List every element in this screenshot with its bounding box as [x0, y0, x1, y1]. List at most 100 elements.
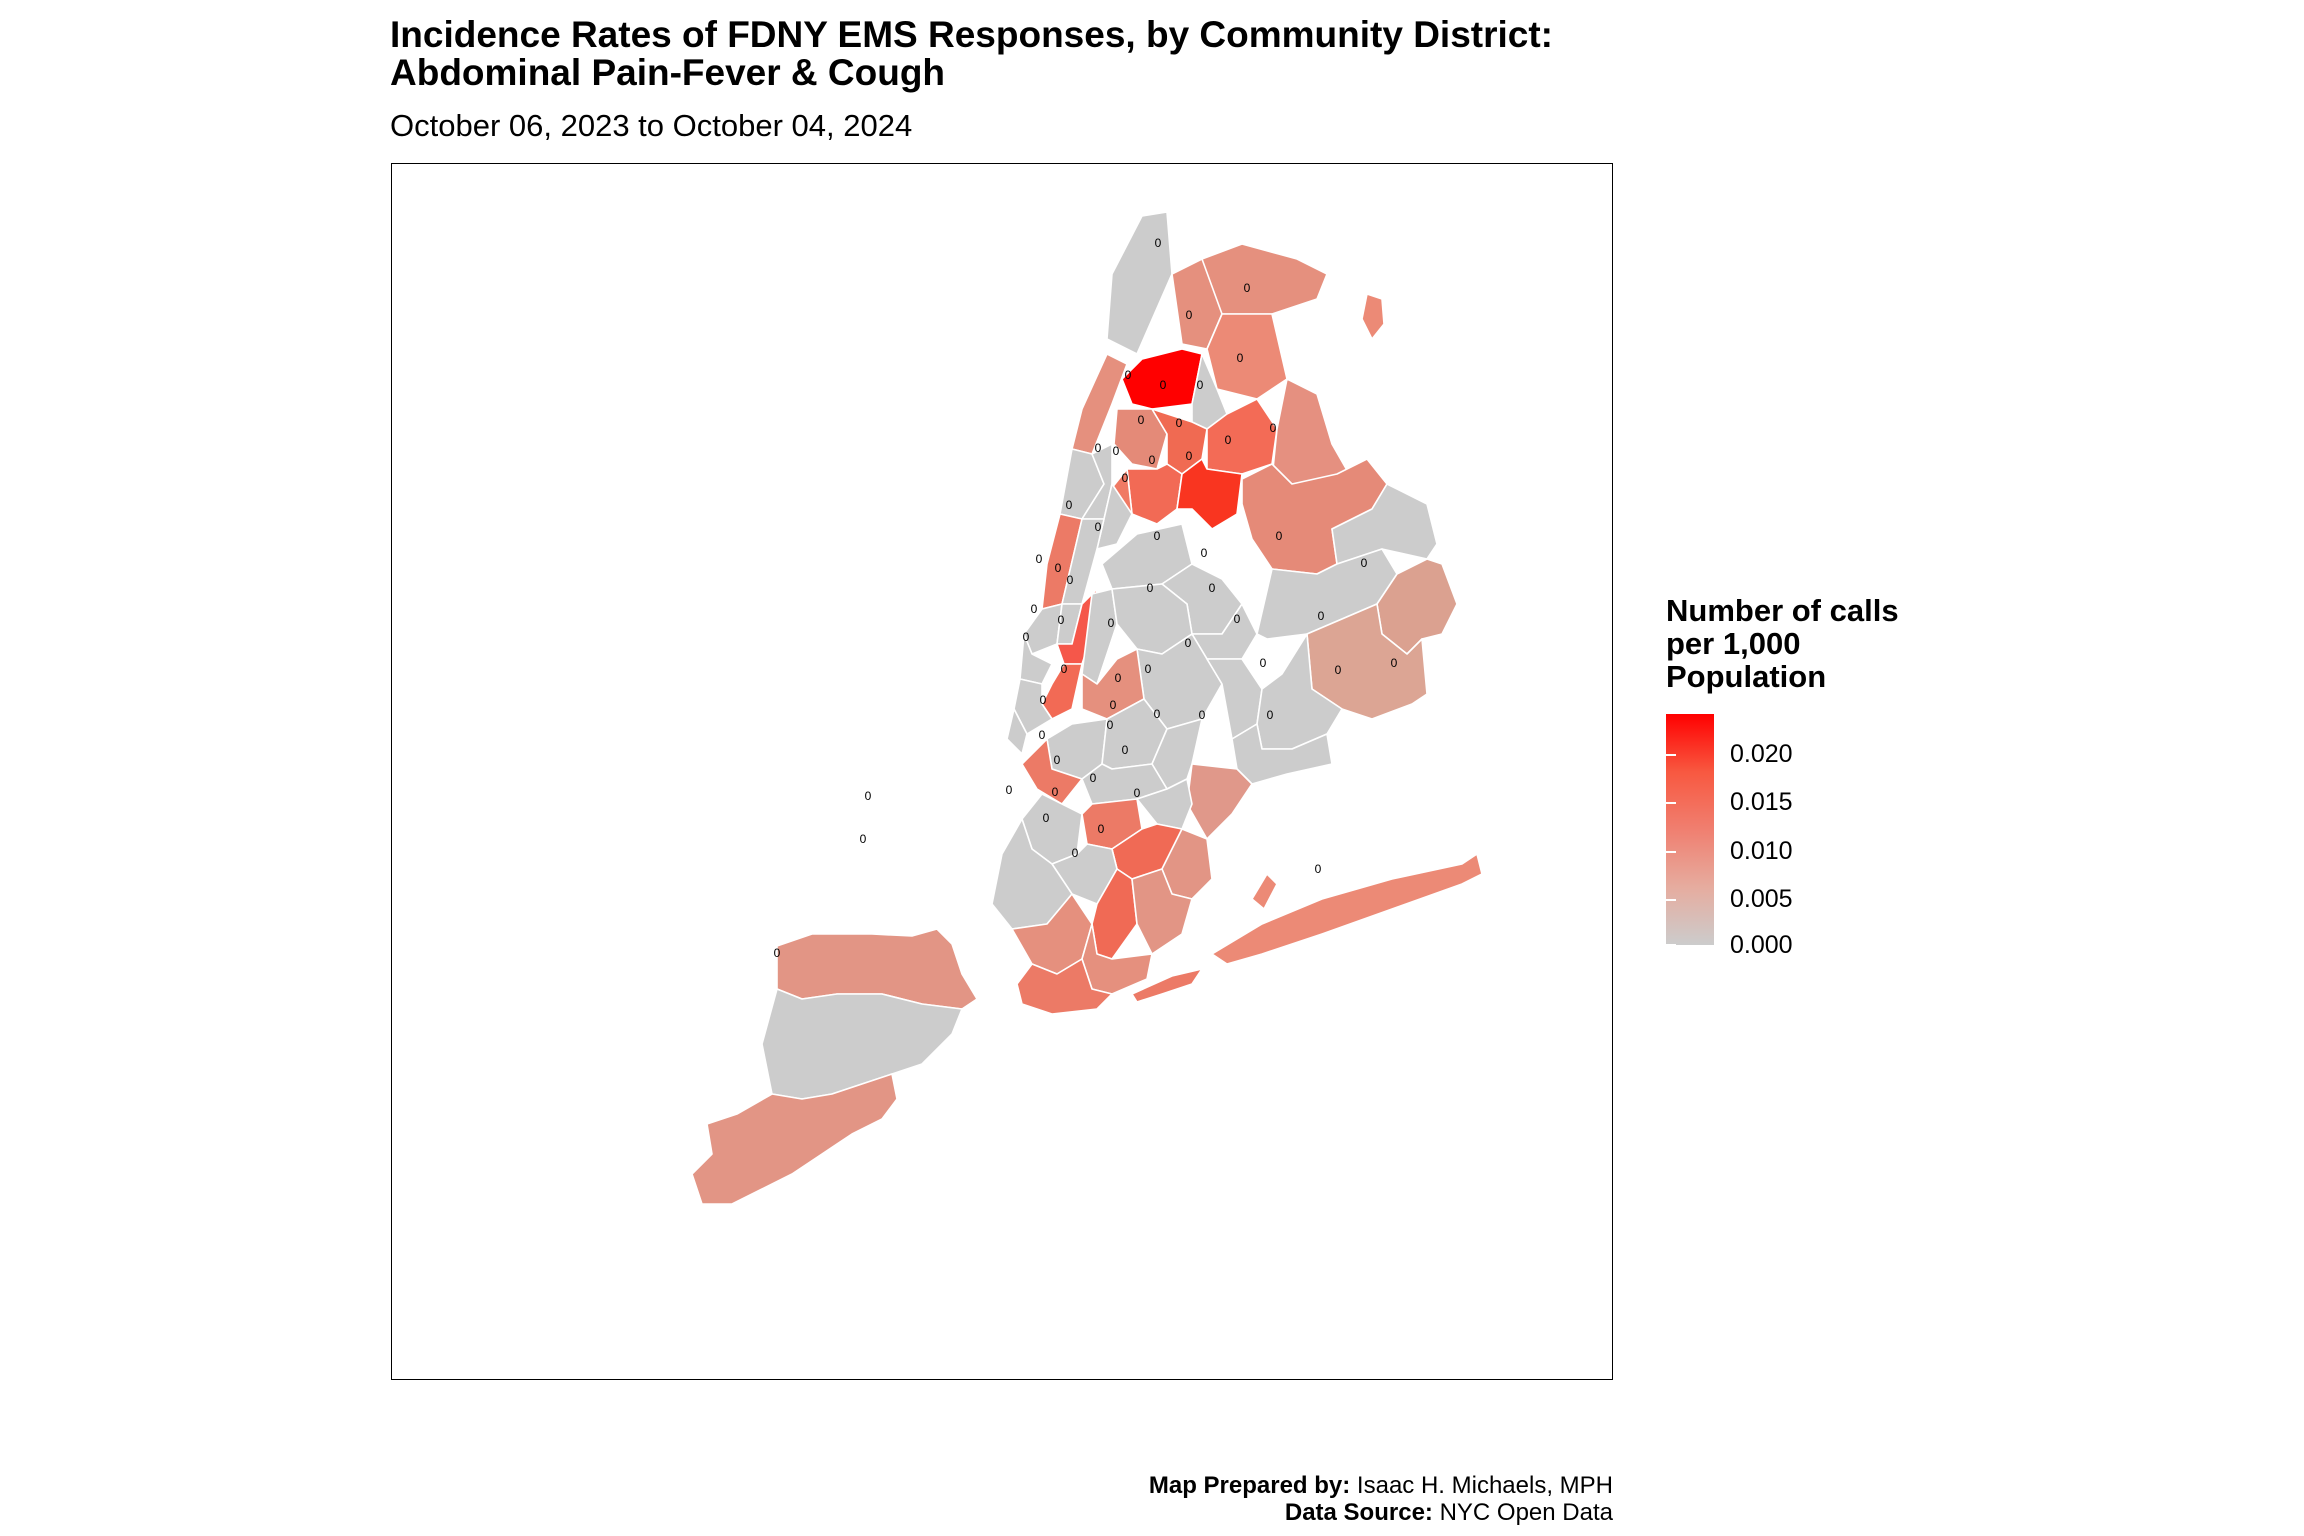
- district-queens-fresh-meadows[interactable]: [1256, 548, 1398, 640]
- legend-title-line2: per 1,000: [1666, 626, 1801, 661]
- district-value-label: 0: [1186, 308, 1193, 322]
- district-value-label: 0: [1186, 449, 1193, 463]
- district-value-label: 0: [1061, 662, 1068, 676]
- district-value-label: 0: [1185, 636, 1192, 650]
- district-value-label: 0: [1122, 471, 1129, 485]
- legend-tick: [1666, 851, 1676, 853]
- district-bronx-northeast[interactable]: [1201, 243, 1328, 315]
- district-value-label: 0: [1095, 520, 1102, 534]
- district-value-labels: 0 0 0 0 0 0 0 0 0 0 0 0 0 0 0 0 0 0 0 0 …: [774, 236, 1398, 960]
- district-queens-howard-beach[interactable]: [1186, 763, 1253, 840]
- district-value-label: 0: [1176, 416, 1183, 430]
- legend-title-line3: Population: [1666, 659, 1827, 694]
- district-brooklyn-marine-park[interactable]: [1131, 868, 1193, 955]
- district-value-label: 0: [1138, 413, 1145, 427]
- map-subtitle: October 06, 2023 to October 04, 2024: [390, 108, 913, 143]
- district-bronx-hunts-point[interactable]: [1176, 458, 1243, 530]
- choropleth-map: 0 0 0 0 0 0 0 0 0 0 0 0 0 0 0 0 0 0 0 0 …: [691, 211, 1483, 1205]
- district-value-label: 0: [1072, 846, 1079, 860]
- district-value-label: 0: [1107, 718, 1114, 732]
- credit-prepared-by: Map Prepared by: Isaac H. Michaels, MPH: [1149, 1472, 1613, 1500]
- credit-source-label: Data Source:: [1284, 1499, 1433, 1526]
- district-manhattan-chelsea[interactable]: [1019, 633, 1053, 685]
- map-title-line2: Abdominal Pain-Fever & Cough: [390, 52, 946, 93]
- district-value-label: 0: [1040, 693, 1047, 707]
- district-value-label: 0: [1260, 656, 1267, 670]
- district-staten-south-shore[interactable]: [691, 1073, 898, 1205]
- district-value-label: 0: [1023, 630, 1030, 644]
- map-panel: 0 0 0 0 0 0 0 0 0 0 0 0 0 0 0 0 0 0 0 0 …: [391, 163, 1613, 1380]
- district-bronx-morrisania[interactable]: [1126, 463, 1183, 525]
- district-value-label: 0: [1090, 771, 1097, 785]
- district-city-island[interactable]: [1361, 293, 1385, 340]
- district-queens-breezy-point[interactable]: [1131, 968, 1203, 1003]
- district-value-label: 0: [1391, 656, 1398, 670]
- map-title: Incidence Rates of FDNY EMS Responses, b…: [390, 16, 1553, 92]
- district-value-label: 0: [1066, 498, 1073, 512]
- district-value-label: 0: [1145, 662, 1152, 676]
- district-manhattan-midtown-west[interactable]: [1023, 603, 1063, 655]
- district-brooklyn-coney-island[interactable]: [1016, 958, 1113, 1015]
- district-queens-rockaway[interactable]: [1211, 853, 1483, 965]
- legend-tick: [1714, 851, 1724, 853]
- district-value-label: 0: [1052, 785, 1059, 799]
- credit-prepared-label: Map Prepared by:: [1148, 1472, 1351, 1499]
- district-value-label: 0: [1125, 368, 1132, 382]
- legend-tick-label: 0.000: [1730, 931, 1793, 959]
- district-queens-broad-channel[interactable]: [1251, 873, 1278, 910]
- district-brooklyn-borough-park[interactable]: [1051, 843, 1118, 905]
- district-value-label: 0: [1267, 708, 1274, 722]
- district-value-label: 0: [1154, 529, 1161, 543]
- district-value-label: 0: [1036, 552, 1043, 566]
- district-value-label: 0: [1122, 743, 1129, 757]
- district-staten-mid-island[interactable]: [761, 988, 963, 1100]
- district-value-label: 0: [1237, 351, 1244, 365]
- credit-source-value: NYC Open Data: [1439, 1499, 1613, 1526]
- district-value-label: 0: [1108, 616, 1115, 630]
- district-value-label: 0: [1315, 862, 1322, 876]
- district-value-label: 0: [1276, 529, 1283, 543]
- district-value-label: 0: [1067, 573, 1074, 587]
- district-value-label: 0: [1134, 786, 1141, 800]
- credit-prepared-value: Isaac H. Michaels, MPH: [1356, 1472, 1613, 1499]
- district-value-label: 0: [1031, 602, 1038, 616]
- district-manhattan-upper-east-side[interactable]: [1061, 518, 1105, 605]
- district-value-label: 0: [1098, 822, 1105, 836]
- district-value-label: 0: [1197, 378, 1204, 392]
- district-value-label: 0: [1154, 707, 1161, 721]
- legend-tick-label: 0.015: [1730, 788, 1793, 816]
- district-value-label: 0: [1095, 441, 1102, 455]
- district-value-label: 0: [1110, 698, 1117, 712]
- district-bronx-williamsbridge[interactable]: [1206, 313, 1288, 400]
- district-value-label: 0: [1234, 612, 1241, 626]
- legend-tick-label: 0.010: [1730, 837, 1793, 865]
- legend-tick: [1666, 802, 1676, 804]
- legend-tick: [1714, 944, 1724, 946]
- district-value-label: 0: [1149, 453, 1156, 467]
- legend-tick-label: 0.020: [1730, 740, 1793, 768]
- district-value-label: 0: [1201, 546, 1208, 560]
- legend-tick-label: 0.005: [1730, 885, 1793, 913]
- legend-title: Number of calls per 1,000 Population: [1666, 594, 1986, 693]
- credit-data-source: Data Source: NYC Open Data: [1285, 1499, 1613, 1527]
- district-brooklyn-greenpoint[interactable]: [1081, 648, 1145, 720]
- legend-color-bar: [1666, 714, 1714, 945]
- district-value-label: 0: [1113, 444, 1120, 458]
- district-value-label: 0: [1006, 783, 1013, 797]
- district-value-label: 0: [1318, 609, 1325, 623]
- legend-title-line1: Number of calls: [1666, 593, 1899, 628]
- district-value-label: 0: [860, 832, 867, 846]
- district-value-label: 0: [1244, 281, 1251, 295]
- district-value-label: 0: [1043, 811, 1050, 825]
- legend-tick: [1666, 944, 1676, 946]
- legend-tick: [1714, 754, 1724, 756]
- district-bronx-riverdale[interactable]: [1106, 211, 1173, 355]
- district-value-label: 0: [1055, 561, 1062, 575]
- district-value-label: 0: [1199, 708, 1206, 722]
- legend-tick: [1714, 899, 1724, 901]
- district-value-label: 0: [1155, 236, 1162, 250]
- district-manhattan-financial[interactable]: [1006, 708, 1028, 755]
- district-value-label: 0: [1039, 728, 1046, 742]
- district-value-label: 0: [774, 946, 781, 960]
- district-value-label: 0: [1270, 421, 1277, 435]
